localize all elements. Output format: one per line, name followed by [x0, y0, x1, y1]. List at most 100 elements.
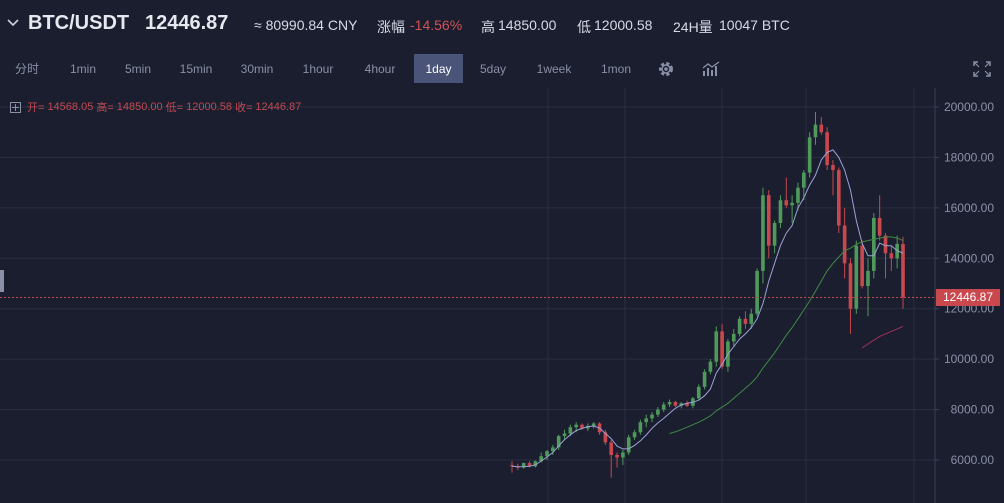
candle-body [580, 424, 584, 429]
candle-body [551, 447, 555, 452]
low-value: 12000.58 [186, 101, 232, 113]
candle-body [772, 222, 777, 246]
candle-body [825, 132, 829, 165]
candle-body [737, 318, 742, 334]
y-tick-label: 8000.00 [951, 403, 995, 417]
open-label: 开= [27, 102, 45, 114]
tab-1hour[interactable]: 1hour [302, 62, 334, 76]
pair-symbol[interactable]: BTC/USDT [28, 12, 130, 34]
candlestick-chart[interactable]: 20000.0018000.0016000.0014000.0012000.00… [0, 88, 1004, 503]
panel-edge-handle[interactable] [0, 270, 4, 292]
candle-body [685, 403, 689, 406]
candle-body [510, 465, 514, 467]
candle-body [632, 432, 637, 438]
candle-body [731, 333, 736, 342]
low-label: 低= [165, 102, 184, 114]
candle-body [533, 461, 538, 467]
candle-body [615, 454, 619, 458]
ma-long-line [861, 325, 904, 349]
ma-mid-line [669, 236, 904, 434]
tab-30min[interactable]: 30min [240, 62, 274, 76]
tab-1day[interactable]: 1day [414, 54, 463, 83]
candle-body [708, 361, 713, 372]
candle-body [545, 451, 549, 457]
close-label: 收= [234, 102, 253, 114]
candle-body [661, 404, 666, 410]
candle-body [755, 270, 759, 314]
chevron-down-icon[interactable] [6, 15, 20, 29]
candle-body [562, 433, 567, 437]
candle-body [807, 137, 812, 173]
candle-body [860, 245, 864, 287]
y-tick-label: 16000.00 [944, 201, 994, 215]
candle-body [784, 200, 789, 206]
ohlc-readout: 开= 14568.05 高= 14850.00 低= 12000.58 收= 1… [10, 99, 301, 115]
tab-1mon[interactable]: 1mon [600, 62, 632, 76]
ma-short-line [511, 149, 904, 468]
candle-body [761, 195, 765, 271]
candle-body [836, 170, 841, 226]
high-value: 14850.00 [498, 17, 557, 33]
candle-body [603, 432, 608, 443]
volume-value: 10047 BTC [719, 17, 790, 33]
tab-5day[interactable]: 5day [479, 62, 507, 76]
candle-body [626, 437, 631, 453]
expand-icon[interactable] [972, 60, 992, 78]
y-tick-label: 14000.00 [944, 251, 994, 265]
candle-body [638, 422, 643, 433]
candle-body [720, 331, 724, 367]
last-price: 12446.87 [145, 12, 229, 34]
candle-body [644, 418, 649, 423]
volume-label: 24H量 [673, 19, 713, 35]
close-value: 12446.87 [255, 101, 302, 113]
y-tick-label: 6000.00 [951, 453, 995, 467]
tab-5min[interactable]: 5min [124, 62, 151, 76]
high-value: 14850.00 [116, 101, 163, 113]
candle-body [901, 243, 905, 298]
ticker-header: BTC/USDT 12446.87 ≈ 80990.84 CNY 涨幅 -14.… [0, 0, 1004, 50]
candle-body [591, 423, 596, 426]
tab-1week[interactable]: 1week [536, 62, 572, 76]
candle-body [667, 402, 672, 405]
expand-plus-icon[interactable] [10, 101, 21, 113]
candle-body [854, 245, 859, 309]
tab-4hour[interactable]: 4hour [364, 62, 396, 76]
candle-body [696, 386, 701, 399]
candle-body [539, 456, 543, 462]
candle-body [650, 414, 654, 419]
chart-background [0, 88, 1004, 503]
candle-body [872, 217, 876, 271]
tab-15min[interactable]: 15min [179, 62, 213, 76]
candle-body [801, 172, 806, 188]
candle-body [714, 331, 719, 362]
y-tick-label: 20000.00 [944, 100, 994, 114]
candle-body [702, 371, 707, 387]
candle-body [889, 253, 894, 259]
current-price-tag: 12446.87 [936, 289, 1000, 306]
tab-1min[interactable]: 1min [69, 62, 96, 76]
candle-body [574, 424, 579, 428]
candle-body [778, 200, 783, 223]
y-tick-label: 10000.00 [944, 352, 994, 366]
tab-timeline[interactable]: 分时 [14, 62, 39, 76]
candle-body [813, 124, 818, 138]
low-value: 12000.58 [594, 17, 653, 33]
change-value: -14.56% [410, 17, 463, 33]
candle-body [609, 442, 614, 455]
candle-body [673, 402, 678, 406]
y-tick-label: 18000.00 [944, 150, 994, 164]
candle-body [877, 217, 882, 236]
high-label: 高= [96, 102, 114, 114]
low-label: 低 [577, 19, 591, 35]
candle-body [621, 452, 625, 458]
candle-body [819, 124, 824, 133]
candle-body [796, 187, 800, 203]
candle-body [766, 195, 771, 246]
bar-chart-icon[interactable] [701, 60, 721, 78]
candle-body [790, 202, 794, 206]
gear-icon[interactable] [656, 60, 676, 78]
candle-body [749, 313, 754, 324]
candle-body [527, 463, 532, 467]
candle-body [568, 427, 573, 434]
candle-body [866, 270, 870, 287]
